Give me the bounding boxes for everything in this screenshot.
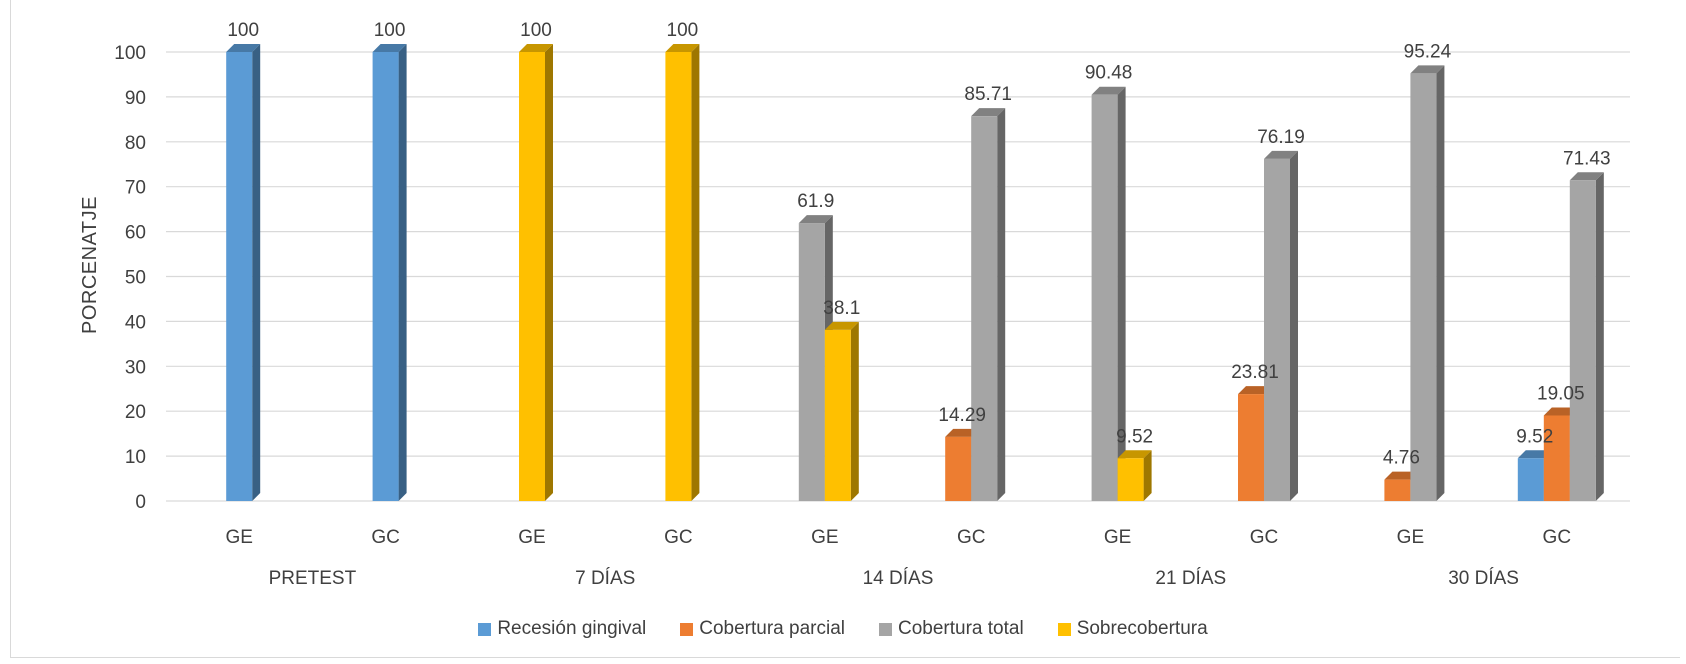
x-category-label: GE: [1397, 527, 1424, 548]
legend-item: Cobertura total: [879, 618, 1024, 640]
x-category-label: GC: [957, 527, 986, 548]
legend-swatch: [879, 622, 892, 636]
y-tick-label: 50: [125, 268, 146, 289]
bar-cobertura-total: [1410, 65, 1445, 501]
y-tick-label: 10: [125, 447, 146, 468]
legend-item: Recesión gingival: [478, 618, 646, 640]
y-tick-label: 30: [125, 357, 146, 378]
chart-frame: [10, 0, 1680, 658]
bar-sobrecobertura: [824, 321, 859, 501]
x-category-label: GE: [811, 527, 838, 548]
x-category-label: GC: [664, 527, 693, 548]
bar-recesión-gingival: [372, 44, 407, 501]
x-group-label: 7 DÍAS: [575, 568, 635, 589]
data-label: 100: [374, 20, 406, 41]
data-label: 9.52: [1516, 426, 1553, 447]
y-tick-label: 90: [125, 88, 146, 109]
legend-label: Cobertura total: [898, 618, 1024, 639]
x-group-label: 30 DÍAS: [1448, 568, 1519, 589]
data-label: 71.43: [1563, 148, 1611, 169]
x-category-label: GC: [1543, 527, 1572, 548]
y-tick-label: 60: [125, 223, 146, 244]
bar-cobertura-total: [1264, 150, 1298, 501]
bar-sobrecobertura: [665, 44, 700, 501]
x-category-label: GE: [1104, 527, 1131, 548]
legend-label: Sobrecobertura: [1076, 618, 1208, 639]
x-category-label: GC: [1250, 527, 1279, 548]
y-tick-label: 40: [125, 312, 146, 333]
y-tick-label: 20: [125, 402, 146, 423]
bar-cobertura-total: [971, 108, 1006, 501]
bar-chart: 0 10 20 30 40 50 60 70 80 90 100 100 100 100 100 61.9 3…: [79, 20, 1630, 589]
data-label: 100: [520, 20, 552, 41]
y-tick-label: 70: [125, 178, 146, 199]
data-label: 9.52: [1116, 426, 1153, 447]
legend-item: Sobrecobertura: [1057, 618, 1208, 640]
x-group-label: 21 DÍAS: [1155, 568, 1226, 589]
legend-label: Cobertura parcial: [699, 618, 845, 639]
bar-cobertura-total: [1091, 86, 1126, 501]
data-labels: 100 100 100 100 61.9 38.1 14.29 85.71 90.48 9.52 2…: [227, 20, 1610, 469]
bar-sobrecobertura: [1117, 450, 1152, 501]
x-axis-labels: GE GC GE GC GE GC GE GC GE GC PRETEST 7 DÍAS 14 DÍAS…: [225, 527, 1571, 589]
data-label: 23.81: [1231, 362, 1279, 383]
legend: Recesión gingival Cobertura parcial Cobert…: [0, 618, 1686, 640]
data-label: 4.76: [1383, 448, 1420, 469]
bar-recesión-gingival: [226, 44, 261, 501]
x-category-label: GC: [371, 527, 400, 548]
y-tick-label: 0: [135, 492, 146, 513]
data-label: 61.9: [797, 191, 834, 212]
bar-cobertura-total: [1569, 172, 1604, 501]
x-group-label: 14 DÍAS: [863, 568, 934, 589]
legend-swatch: [478, 622, 492, 636]
legend-swatch: [1057, 622, 1071, 636]
legend-swatch: [680, 622, 694, 636]
y-axis-ticks: 0 10 20 30 40 50 60 70 80 90 100: [114, 43, 146, 513]
x-category-label: GE: [225, 527, 252, 548]
y-axis-title: PORCENATJE: [79, 196, 101, 334]
data-label: 90.48: [1085, 63, 1133, 84]
data-label: 38.1: [823, 298, 860, 319]
bar-sobrecobertura: [519, 44, 553, 501]
data-label: 76.19: [1257, 127, 1305, 148]
legend-label: Recesión gingival: [497, 618, 647, 639]
x-category-label: GE: [518, 527, 545, 548]
gridlines: [166, 51, 1630, 502]
legend-item: Cobertura parcial: [680, 618, 845, 640]
data-label: 100: [667, 20, 699, 41]
y-tick-label: 80: [125, 133, 146, 154]
data-label: 14.29: [938, 405, 986, 426]
data-label: 95.24: [1404, 41, 1452, 62]
data-label: 85.71: [964, 84, 1012, 105]
bars: [226, 44, 1604, 501]
x-group-label: PRETEST: [269, 568, 357, 589]
data-label: 100: [227, 20, 259, 41]
y-tick-label: 100: [114, 43, 146, 64]
data-label: 19.05: [1537, 383, 1585, 404]
